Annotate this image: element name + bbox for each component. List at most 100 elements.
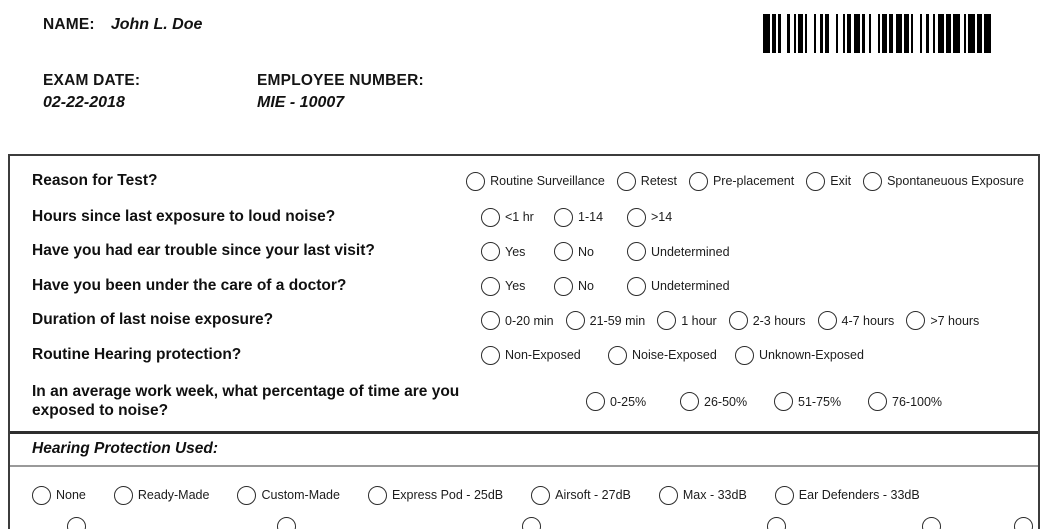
radio-option[interactable]: No (554, 242, 627, 262)
radio-circle-icon[interactable] (1014, 517, 1033, 529)
barcode-bar (869, 14, 872, 53)
barcode-bar (813, 14, 817, 53)
radio-circle-icon[interactable] (906, 311, 926, 331)
radio-circle-icon[interactable] (774, 485, 794, 505)
radio-option-label: 76-100% (892, 394, 943, 409)
radio-option[interactable]: 4-7 hours (817, 311, 897, 331)
question-label: Have you had ear trouble since your last… (32, 242, 375, 260)
radio-circle-icon[interactable] (806, 171, 826, 191)
radio-circle-icon[interactable] (863, 171, 883, 191)
radio-circle-icon[interactable] (767, 517, 786, 529)
radio-circle-icon[interactable] (481, 242, 500, 262)
radio-option[interactable]: Ready-Made (113, 485, 212, 505)
radio-option[interactable]: 2-3 hours (728, 311, 808, 331)
barcode-bar (882, 14, 887, 53)
radio-option[interactable]: >14 (627, 207, 700, 227)
radio-circle-icon[interactable] (586, 392, 605, 411)
radio-option[interactable]: Spontaneuous Exposure (863, 171, 1026, 191)
radio-option-label: Spontaneuous Exposure (887, 174, 1024, 188)
radio-option[interactable]: >7 hours (906, 311, 981, 331)
exam-date-value: 02-22-2018 (43, 94, 125, 111)
barcode-icon (763, 14, 991, 53)
radio-circle-icon[interactable] (522, 517, 541, 529)
radio-option[interactable]: Unknown-Exposed (735, 345, 866, 365)
radio-circle-icon[interactable] (658, 485, 678, 505)
radio-option[interactable]: Routine Surveillance (466, 171, 607, 191)
radio-circle-icon[interactable] (554, 276, 573, 296)
radio-circle-icon[interactable] (657, 311, 677, 331)
radio-circle-icon[interactable] (774, 392, 793, 411)
radio-option[interactable]: Yes (481, 242, 554, 262)
radio-option-label: 2-3 hours (752, 313, 806, 328)
radio-circle-icon[interactable] (367, 485, 387, 505)
radio-circle-icon[interactable] (277, 517, 296, 529)
radio-option[interactable]: 51-75% (774, 392, 844, 411)
radio-option[interactable]: Airsoft - 27dB (531, 485, 633, 505)
radio-circle-icon[interactable] (817, 311, 837, 331)
radio-circle-icon[interactable] (554, 242, 573, 262)
radio-circle-icon[interactable] (728, 311, 748, 331)
barcode-bar (778, 14, 781, 53)
radio-option[interactable]: Exit (806, 171, 853, 191)
radio-circle-icon[interactable] (565, 311, 585, 331)
radio-circle-icon[interactable] (237, 485, 257, 505)
radio-option[interactable]: Pre-placement (688, 171, 796, 191)
radio-group-ear-trouble: Yes No Undetermined (481, 242, 732, 262)
question-label: Have you been under the care of a doctor… (32, 276, 347, 294)
barcode-bar (937, 14, 945, 53)
question-label: Duration of last noise exposure? (32, 311, 274, 329)
radio-option[interactable]: <1 hr (481, 207, 554, 227)
radio-option[interactable]: 21-59 min (565, 311, 648, 331)
radio-option[interactable]: 26-50% (680, 392, 750, 411)
radio-option[interactable]: 76-100% (868, 392, 944, 411)
radio-option[interactable]: Retest (616, 171, 679, 191)
radio-circle-icon[interactable] (32, 485, 51, 505)
radio-circle-icon[interactable] (113, 485, 133, 505)
radio-option[interactable]: 1-14 (554, 207, 627, 227)
radio-option[interactable]: Yes (481, 276, 554, 296)
name-label: NAME: (43, 16, 95, 33)
radio-option[interactable]: None (32, 485, 88, 505)
radio-circle-icon[interactable] (868, 392, 887, 411)
radio-circle-icon[interactable] (922, 517, 941, 529)
radio-group-reason-for-test: Routine Surveillance Retest Pre-placement E… (466, 171, 1028, 191)
radio-option-label: >14 (651, 210, 673, 225)
radio-circle-icon[interactable] (616, 171, 636, 191)
radio-option[interactable]: Custom-Made (237, 485, 342, 505)
radio-circle-icon[interactable] (735, 345, 754, 365)
barcode-bar (904, 14, 909, 53)
radio-circle-icon[interactable] (466, 171, 486, 191)
barcode-bar (911, 14, 914, 53)
employee-number-label: EMPLOYEE NUMBER: (257, 72, 424, 89)
radio-option[interactable]: Undetermined (627, 276, 732, 296)
radio-option-label: Express Pod - 25dB (391, 488, 504, 502)
radio-option-label: Ear Defenders - 33dB (798, 488, 920, 502)
radio-circle-icon[interactable] (67, 517, 86, 529)
radio-circle-icon[interactable] (680, 392, 699, 411)
radio-circle-icon[interactable] (627, 242, 646, 262)
employee-number-value: MIE - 10007 (257, 94, 345, 111)
radio-circle-icon[interactable] (531, 485, 551, 505)
radio-circle-icon[interactable] (481, 311, 500, 331)
radio-option[interactable]: Undetermined (627, 242, 732, 262)
radio-circle-icon[interactable] (688, 171, 708, 191)
radio-option[interactable]: Max - 33dB (658, 485, 749, 505)
radio-circle-icon[interactable] (554, 207, 573, 227)
radio-circle-icon[interactable] (627, 276, 646, 296)
radio-option[interactable]: Non-Exposed (481, 345, 608, 365)
radio-circle-icon[interactable] (627, 207, 646, 227)
radio-option[interactable]: Ear Defenders - 33dB (774, 485, 922, 505)
exam-date-block: EXAM DATE: 02-22-2018 (43, 72, 140, 112)
radio-circle-icon[interactable] (608, 345, 627, 365)
radio-option[interactable]: No (554, 276, 627, 296)
radio-option[interactable]: 0-20 min (481, 311, 556, 331)
radio-circle-icon[interactable] (481, 276, 500, 296)
radio-option[interactable]: Express Pod - 25dB (367, 485, 505, 505)
radio-option[interactable]: Noise-Exposed (608, 345, 735, 365)
radio-option-label: Retest (640, 174, 677, 188)
radio-option[interactable]: 0-25% (586, 392, 656, 411)
radio-circle-icon[interactable] (481, 207, 500, 227)
radio-circle-icon[interactable] (481, 345, 500, 365)
radio-option-label: Ready-Made (137, 488, 210, 502)
radio-option[interactable]: 1 hour (657, 311, 718, 331)
